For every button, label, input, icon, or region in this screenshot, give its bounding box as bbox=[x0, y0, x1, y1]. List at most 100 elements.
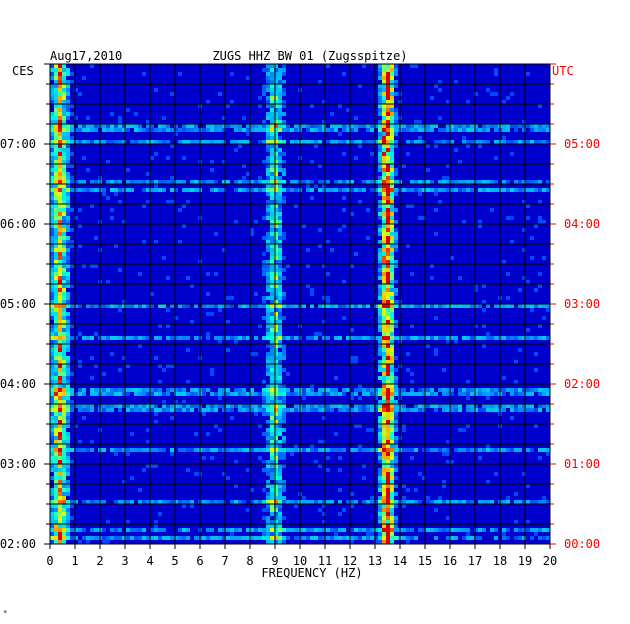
heatmap-cell bbox=[278, 204, 282, 208]
x-tick-label: 15 bbox=[418, 554, 432, 568]
heatmap-cell bbox=[250, 228, 254, 232]
heatmap-cell bbox=[58, 520, 62, 524]
heatmap-cell bbox=[258, 124, 262, 128]
heatmap-cell bbox=[506, 336, 510, 340]
heatmap-cell bbox=[266, 272, 270, 276]
heatmap-cell bbox=[226, 408, 230, 412]
heatmap-cell bbox=[158, 380, 162, 384]
heatmap-cell bbox=[66, 296, 70, 300]
heatmap-cell bbox=[466, 528, 470, 532]
heatmap-cell bbox=[130, 432, 134, 436]
heatmap-cell bbox=[322, 392, 326, 396]
heatmap-cell bbox=[338, 468, 342, 472]
heatmap-cell bbox=[462, 136, 466, 140]
heatmap-cell bbox=[110, 536, 114, 540]
heatmap-cell bbox=[474, 404, 478, 408]
heatmap-cell bbox=[266, 68, 270, 72]
heatmap-cell bbox=[274, 452, 278, 456]
heatmap-cell bbox=[546, 388, 550, 392]
heatmap-cell bbox=[386, 96, 390, 100]
heatmap-cell bbox=[466, 336, 470, 340]
heatmap-cell bbox=[154, 524, 158, 528]
heatmap-cell bbox=[474, 288, 478, 292]
heatmap-cell bbox=[322, 388, 326, 392]
heatmap-cell bbox=[386, 168, 390, 172]
heatmap-cell bbox=[266, 444, 270, 448]
heatmap-cell bbox=[62, 196, 66, 200]
heatmap-cell bbox=[78, 388, 82, 392]
heatmap-cell bbox=[242, 448, 246, 452]
heatmap-cell bbox=[466, 188, 470, 192]
heatmap-cell bbox=[546, 452, 550, 456]
heatmap-cell bbox=[122, 220, 126, 224]
heatmap-cell bbox=[454, 536, 458, 540]
heatmap-cell bbox=[390, 156, 394, 160]
heatmap-cell bbox=[274, 436, 278, 440]
heatmap-cell bbox=[162, 128, 166, 132]
heatmap-cell bbox=[366, 140, 370, 144]
heatmap-cell bbox=[386, 468, 390, 472]
heatmap-cell bbox=[62, 432, 66, 436]
heatmap-cell bbox=[142, 408, 146, 412]
heatmap-cell bbox=[382, 176, 386, 180]
heatmap-cell bbox=[90, 264, 94, 268]
heatmap-cell bbox=[274, 468, 278, 472]
heatmap-cell bbox=[50, 100, 54, 104]
heatmap-cell bbox=[62, 448, 66, 452]
heatmap-cell bbox=[386, 480, 390, 484]
heatmap-cell bbox=[534, 336, 538, 340]
heatmap-cell bbox=[470, 392, 474, 396]
heatmap-cell bbox=[266, 316, 270, 320]
heatmap-cell bbox=[518, 528, 522, 532]
heatmap-cell bbox=[58, 116, 62, 120]
heatmap-cell bbox=[374, 140, 378, 144]
heatmap-cell bbox=[266, 388, 270, 392]
heatmap-cell bbox=[494, 536, 498, 540]
heatmap-cell bbox=[194, 188, 198, 192]
heatmap-cell bbox=[50, 396, 54, 400]
heatmap-cell bbox=[402, 128, 406, 132]
heatmap-cell bbox=[206, 312, 210, 316]
heatmap-cell bbox=[482, 324, 486, 328]
heatmap-cell bbox=[442, 180, 446, 184]
heatmap-cell bbox=[394, 416, 398, 420]
heatmap-cell bbox=[262, 316, 266, 320]
heatmap-cell bbox=[146, 128, 150, 132]
heatmap-cell bbox=[410, 188, 414, 192]
heatmap-cell bbox=[306, 448, 310, 452]
heatmap-cell bbox=[274, 272, 278, 276]
heatmap-cell bbox=[418, 388, 422, 392]
heatmap-cell bbox=[274, 248, 278, 252]
heatmap-cell bbox=[146, 180, 150, 184]
heatmap-cell bbox=[282, 296, 286, 300]
heatmap-cell bbox=[306, 528, 310, 532]
heatmap-cell bbox=[270, 264, 274, 268]
heatmap-cell bbox=[378, 352, 382, 356]
heatmap-cell bbox=[278, 68, 282, 72]
heatmap-cell bbox=[330, 404, 334, 408]
heatmap-cell bbox=[66, 200, 70, 204]
heatmap-cell bbox=[374, 540, 378, 544]
heatmap-cell bbox=[426, 344, 430, 348]
heatmap-cell bbox=[434, 124, 438, 128]
heatmap-cell bbox=[290, 180, 294, 184]
heatmap-cell bbox=[270, 540, 274, 544]
heatmap-cell bbox=[54, 336, 58, 340]
heatmap-cell bbox=[330, 124, 334, 128]
heatmap-cell bbox=[94, 128, 98, 132]
heatmap-cell bbox=[230, 528, 234, 532]
heatmap-cell bbox=[270, 340, 274, 344]
heatmap-cell bbox=[182, 124, 186, 128]
heatmap-cell bbox=[62, 444, 66, 448]
heatmap-cell bbox=[382, 484, 386, 488]
heatmap-cell bbox=[446, 176, 450, 180]
heatmap-cell bbox=[50, 328, 54, 332]
heatmap-cell bbox=[218, 188, 222, 192]
heatmap-cell bbox=[66, 328, 70, 332]
heatmap-cell bbox=[438, 500, 442, 504]
heatmap-cell bbox=[250, 232, 254, 236]
heatmap-cell bbox=[294, 336, 298, 340]
heatmap-cell bbox=[486, 88, 490, 92]
heatmap-cell bbox=[62, 480, 66, 484]
heatmap-cell bbox=[266, 180, 270, 184]
